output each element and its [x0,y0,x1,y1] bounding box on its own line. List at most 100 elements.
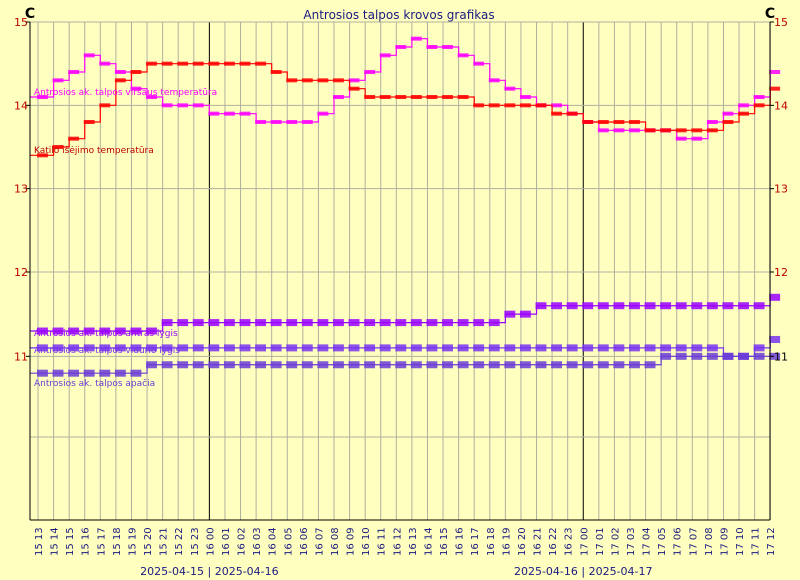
data-point [722,352,734,360]
data-point [192,319,204,327]
data-point [551,302,563,310]
data-point [270,319,282,327]
x-tick-label: 16 16 [455,527,466,556]
data-point [52,78,64,83]
data-point [223,319,235,327]
data-point [442,361,453,369]
x-tick-label: 17 02 [610,527,621,556]
data-point [301,361,313,369]
data-point [146,95,157,99]
data-point [613,302,625,310]
data-point [68,344,80,352]
data-point [566,361,578,369]
data-point [333,78,344,83]
x-tick-label: 15 15 [65,527,76,556]
data-point [660,128,672,133]
data-point [660,302,672,310]
x-tick-label: 15 17 [96,527,107,556]
x-tick-label: 16 20 [517,527,528,556]
data-point [192,344,204,352]
data-point [706,120,718,124]
data-point [442,344,453,352]
x-tick-label: 15 21 [159,527,170,556]
data-point [722,302,734,310]
data-point [691,128,703,133]
data-point [286,120,298,124]
data-point [255,61,267,66]
data-point [519,95,531,99]
data-point [675,136,687,141]
x-tick-label: 16 23 [564,527,575,556]
x-tick-label: 16 02 [237,527,248,556]
data-point [488,361,500,369]
data-point [395,361,407,369]
data-point [722,111,734,116]
data-point [208,344,220,352]
data-point [301,319,313,327]
data-point [130,86,142,91]
data-point [223,61,235,66]
data-point [629,344,640,352]
data-point [395,319,407,327]
data-point [442,319,453,327]
series-group [30,36,781,377]
data-point [410,319,422,327]
data-point [519,361,531,369]
data-point [442,95,453,99]
data-point [613,344,625,352]
data-point [208,361,220,369]
data-point [519,103,531,108]
data-point [691,136,703,141]
data-point [395,344,407,352]
data-point [753,95,765,99]
data-point [99,344,111,352]
data-point [629,128,640,133]
data-point [37,344,48,352]
data-point [348,344,360,352]
data-point [83,53,95,58]
data-point [457,53,469,58]
data-point [255,319,267,327]
data-point [364,95,376,99]
data-point [597,120,609,124]
data-point [519,344,531,352]
data-point [691,302,703,310]
data-point [644,302,656,310]
y-tick-label-right: 13 [774,183,788,196]
data-point [410,361,422,369]
data-point [223,111,235,116]
data-point [99,369,111,377]
data-point [488,319,500,327]
data-point [488,103,500,108]
data-point [52,145,64,149]
data-point [68,327,80,335]
data-point [629,302,640,310]
x-tick-label: 16 12 [392,527,403,556]
data-point [333,319,344,327]
x-tick-label: 16 18 [486,527,497,556]
data-point [551,111,563,116]
data-point [177,103,189,108]
data-point [535,361,547,369]
data-point [364,361,376,369]
chart-title: Antrosios talpos krovos grafikas [303,8,494,22]
data-point [68,369,80,377]
data-point [551,344,563,352]
data-point [519,310,531,318]
data-point [379,361,391,369]
x-tick-label: 17 04 [642,527,653,556]
axes: 15 13 15 14 15 15 15 16 15 17 15 18 15 19 15 20… [14,16,788,578]
data-point [379,319,391,327]
data-point [769,70,781,74]
data-point [130,327,142,335]
data-point [286,319,298,327]
x-tick-label: 15 23 [190,527,201,556]
data-point [208,319,220,327]
data-point [146,61,157,66]
y-tick-label-right: 11 [774,350,788,363]
data-point [161,103,173,108]
data-point [333,344,344,352]
data-point [629,120,640,124]
data-point [255,361,267,369]
data-point [379,53,391,58]
